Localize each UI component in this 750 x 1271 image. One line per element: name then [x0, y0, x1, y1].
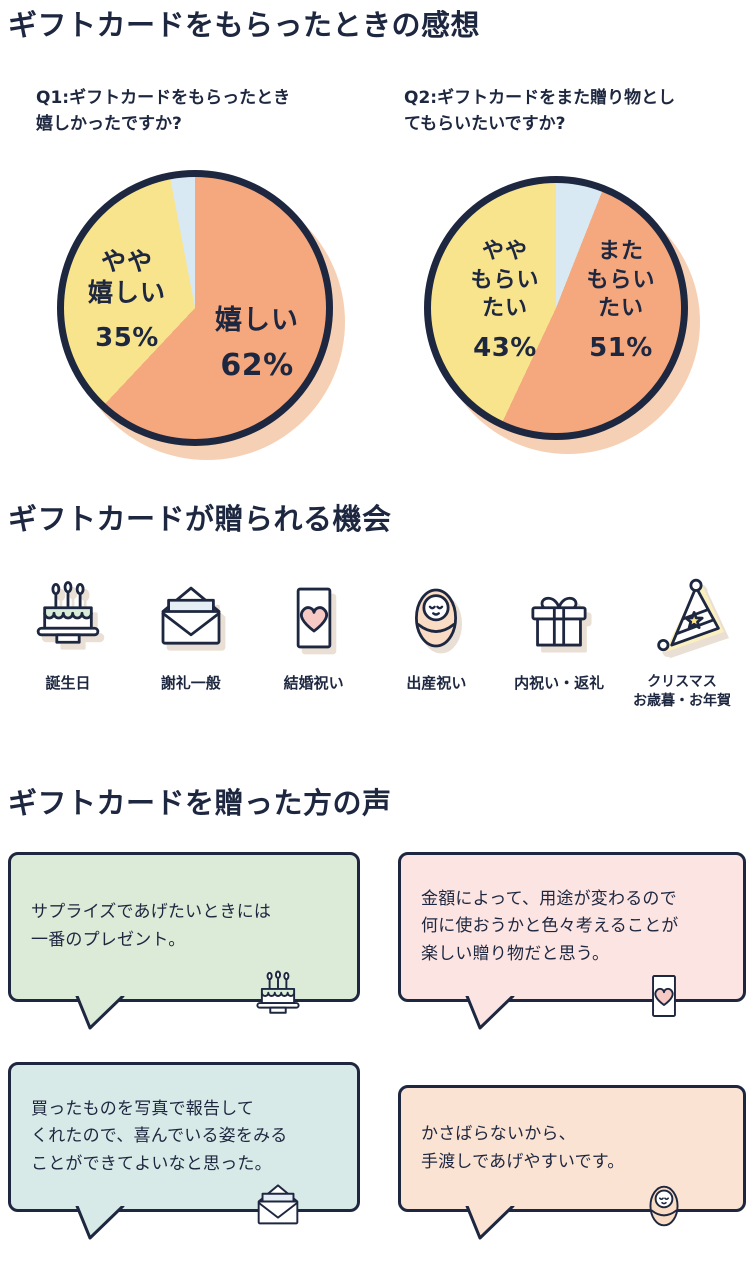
occasion-item-thanks: 謝礼一般	[131, 576, 251, 711]
speech-tail	[75, 996, 125, 1030]
section-title-feelings: ギフトカードをもらったときの感想	[8, 8, 481, 42]
pie-label-mata-moraitai: また もらい たい 51%	[566, 238, 676, 364]
section-title-voices: ギフトカードを贈った方の声	[8, 786, 392, 820]
occasion-item-return-gift: 内祝い・返礼	[499, 576, 619, 711]
pie-chart-q1: やや 嬉しい 35% 嬉しい 62%	[57, 170, 345, 460]
pie-chart-q2: やや もらい たい 43% また もらい たい 51%	[424, 176, 700, 454]
occasion-item-baby: 出産祝い	[376, 576, 496, 711]
pie-disc-q1	[57, 170, 333, 446]
voice-bubble-amount: 金額によって、用途が変わるので 何に使おうかと色々考えることが 楽しい贈り物だと…	[398, 852, 746, 1030]
baby-icon	[394, 576, 478, 660]
pie-label-ureshii: 嬉しい 62%	[187, 304, 327, 384]
occasion-label: 内祝い・返礼	[514, 674, 605, 692]
speech-tail	[75, 1206, 125, 1240]
occasion-label: クリスマス お歳暮・お年賀	[632, 674, 731, 709]
heart-card-icon	[635, 967, 693, 1025]
occasion-item-christmas: クリスマス お歳暮・お年賀	[622, 576, 742, 711]
slice-name: 嬉しい	[215, 305, 299, 336]
gift-box-icon	[517, 576, 601, 660]
voice-text: かさばらないから、 手渡しであげやすいです。	[421, 1123, 625, 1172]
voice-bubble-handy: かさばらないから、 手渡しであげやすいです。	[398, 1085, 746, 1240]
pie-label-yaya-moraitai: やや もらい たい 43%	[450, 238, 560, 364]
question-q1-heading: Q1:ギフトカードをもらったとき 嬉しかったですか?	[36, 88, 291, 134]
occasion-label: 結婚祝い	[283, 674, 344, 692]
open-envelope-icon	[249, 1177, 307, 1235]
occasion-label: 謝礼一般	[160, 674, 221, 692]
slice-name: やや 嬉しい	[87, 247, 166, 308]
slice-percent: 51%	[589, 332, 653, 363]
baby-icon	[635, 1177, 693, 1235]
section-title-occasions: ギフトカードが贈られる機会	[8, 502, 392, 536]
slice-percent: 62%	[220, 347, 294, 383]
heart-card-icon	[272, 576, 356, 660]
occasion-item-wedding: 結婚祝い	[254, 576, 374, 711]
slice-name: また もらい たい	[586, 239, 656, 322]
voice-text: 買ったものを写真で報告して くれたので、喜んでいる姿をみる ことができてよいなと…	[31, 1098, 288, 1174]
speech-tail	[465, 996, 515, 1030]
voice-bubble-surprise: サプライズであげたいときには 一番のプレゼント。	[8, 852, 360, 1030]
birthday-cake-icon	[249, 967, 307, 1025]
occasion-label: 誕生日	[45, 674, 91, 692]
occasions-row: 誕生日 謝礼一般 結婚祝い 出産祝い 内祝い・返礼 クリスマス お歳暮・お年賀	[0, 576, 750, 711]
slice-name: やや もらい たい	[470, 239, 540, 322]
voice-text: サプライズであげたいときには 一番のプレゼント。	[31, 902, 272, 950]
birthday-cake-icon	[26, 576, 110, 660]
speech-tail	[465, 1206, 515, 1240]
slice-percent: 43%	[473, 332, 537, 363]
voice-text: 金額によって、用途が変わるので 何に使おうかと色々考えることが 楽しい贈り物だと…	[421, 888, 679, 964]
slice-percent: 35%	[95, 322, 159, 353]
occasion-item-birthday: 誕生日	[8, 576, 128, 711]
question-q2-heading: Q2:ギフトカードをまた贈り物とし てもらいたいですか?	[404, 88, 676, 134]
pie-disc-q2	[424, 176, 688, 440]
party-hat-icon	[640, 576, 724, 660]
voice-bubble-photo: 買ったものを写真で報告して くれたので、喜んでいる姿をみる ことができてよいなと…	[8, 1062, 360, 1240]
occasion-label: 出産祝い	[406, 674, 467, 692]
open-envelope-icon	[149, 576, 233, 660]
pie-label-yaya-ureshii: やや 嬉しい 35%	[71, 246, 183, 354]
